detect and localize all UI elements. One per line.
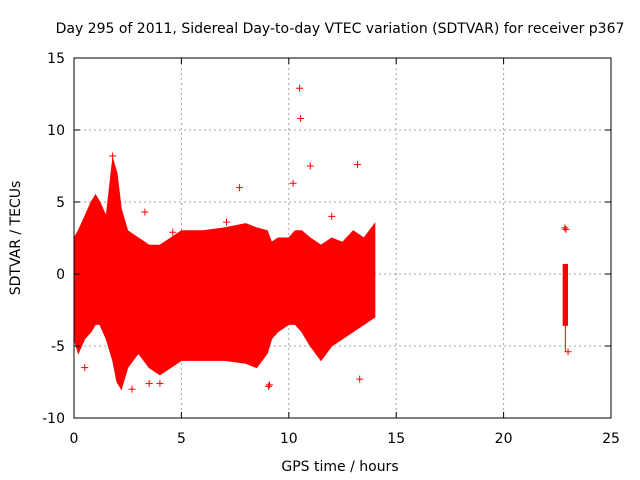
y-tick-label: 10: [47, 123, 65, 139]
y-axis-label: SDTVAR / TECUs: [8, 181, 24, 296]
data-point: [145, 379, 153, 387]
x-tick-label: 0: [70, 431, 79, 447]
plot-area: [73, 84, 572, 393]
x-tick-label: 25: [602, 431, 620, 447]
y-tick-label: -10: [42, 411, 65, 427]
x-tick-label: 5: [177, 431, 186, 447]
data-point: [289, 179, 297, 187]
x-tick-label: 20: [495, 431, 513, 447]
y-tick-label: 0: [56, 267, 65, 283]
data-point: [328, 212, 336, 220]
data-point: [128, 385, 136, 393]
x-tick-label: 15: [387, 431, 405, 447]
x-axis-label: GPS time / hours: [281, 459, 398, 475]
chart-title: Day 295 of 2011, Sidereal Day-to-day VTE…: [56, 21, 625, 37]
data-point: [561, 224, 569, 232]
data-point: [81, 364, 89, 372]
data-point: [354, 161, 362, 169]
data-point: [235, 184, 243, 192]
tick-marks: 0 5 10 15 20 25 -10 -5 0 5 10 15: [42, 51, 620, 447]
data-point: [296, 84, 304, 92]
data-point: [199, 339, 207, 347]
data-point: [223, 218, 231, 226]
data-point: [141, 208, 149, 216]
plot-frame: [73, 57, 612, 419]
data-point: [564, 348, 572, 356]
data-point: [306, 162, 314, 170]
axes: [73, 57, 612, 419]
x-tick-label: 10: [280, 431, 298, 447]
data-point: [356, 375, 364, 383]
data-point: [109, 152, 117, 160]
y-tick-label: 15: [47, 51, 65, 67]
y-tick-label: 5: [56, 195, 65, 211]
data-point: [264, 382, 272, 390]
data-point: [156, 379, 164, 387]
data-point: [169, 228, 177, 236]
data-point: [562, 225, 570, 233]
data-point: [265, 381, 273, 389]
y-tick-label: -5: [51, 339, 65, 355]
data-point: [297, 114, 305, 122]
